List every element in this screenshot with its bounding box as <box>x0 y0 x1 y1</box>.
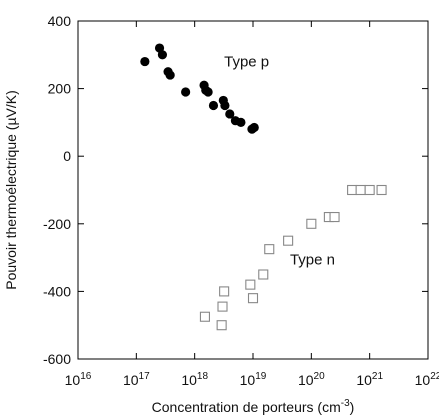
data-series <box>140 43 387 331</box>
data-point-p <box>181 87 191 97</box>
y-tick-label: -400 <box>43 283 71 299</box>
y-axis-ticks: 400 200 0 -200 -400 -600 <box>43 13 428 367</box>
x-tick-label: 1022 <box>415 371 439 388</box>
x-tick-label: 1021 <box>356 371 383 388</box>
data-point-p <box>165 70 175 80</box>
annotation-label: Type p <box>224 54 269 71</box>
annotations: Type p Type n <box>224 54 335 269</box>
data-point-n <box>199 311 210 322</box>
data-point-p <box>236 117 246 127</box>
x-tick-label: 1016 <box>65 371 92 388</box>
data-point-n <box>264 244 275 255</box>
data-point-n <box>283 235 294 246</box>
data-point-n <box>355 184 366 196</box>
data-point-n <box>217 301 228 312</box>
data-point-n <box>329 211 340 223</box>
data-point-n <box>245 279 256 290</box>
x-tick-label: 1017 <box>123 371 150 388</box>
data-point-p <box>203 87 213 97</box>
y-tick-label: 0 <box>63 148 71 164</box>
data-point-p <box>157 50 168 60</box>
data-point-n <box>258 269 269 280</box>
data-point-n <box>219 286 230 297</box>
annotation-label: Type n <box>290 251 335 268</box>
data-point-n <box>247 293 259 304</box>
x-tick-label: 1018 <box>181 371 208 388</box>
data-point-p <box>208 100 219 111</box>
data-point-p <box>140 56 150 67</box>
x-axis-ticks: 1016 1017 1018 1019 1020 1021 1022 <box>65 21 439 388</box>
x-axis-title: Concentration de porteurs (cm-3) <box>152 398 355 415</box>
data-point-n <box>347 184 358 196</box>
data-point-p <box>225 109 235 119</box>
data-point-n <box>306 218 317 229</box>
data-point-n <box>376 184 387 196</box>
data-point-p <box>220 100 230 111</box>
x-tick-label: 1019 <box>240 371 267 388</box>
data-point-p <box>249 122 259 133</box>
y-tick-label: -200 <box>43 216 71 232</box>
y-tick-label: -600 <box>43 351 71 367</box>
data-point-n <box>364 184 375 196</box>
x-tick-label: 1020 <box>298 371 325 388</box>
y-tick-label: 200 <box>48 81 72 97</box>
plot-frame <box>77 20 429 360</box>
y-tick-label: 400 <box>48 13 72 29</box>
data-point-n <box>216 320 227 331</box>
y-axis-title: Pouvoir thermoélectrique (µV/K) <box>3 90 19 289</box>
